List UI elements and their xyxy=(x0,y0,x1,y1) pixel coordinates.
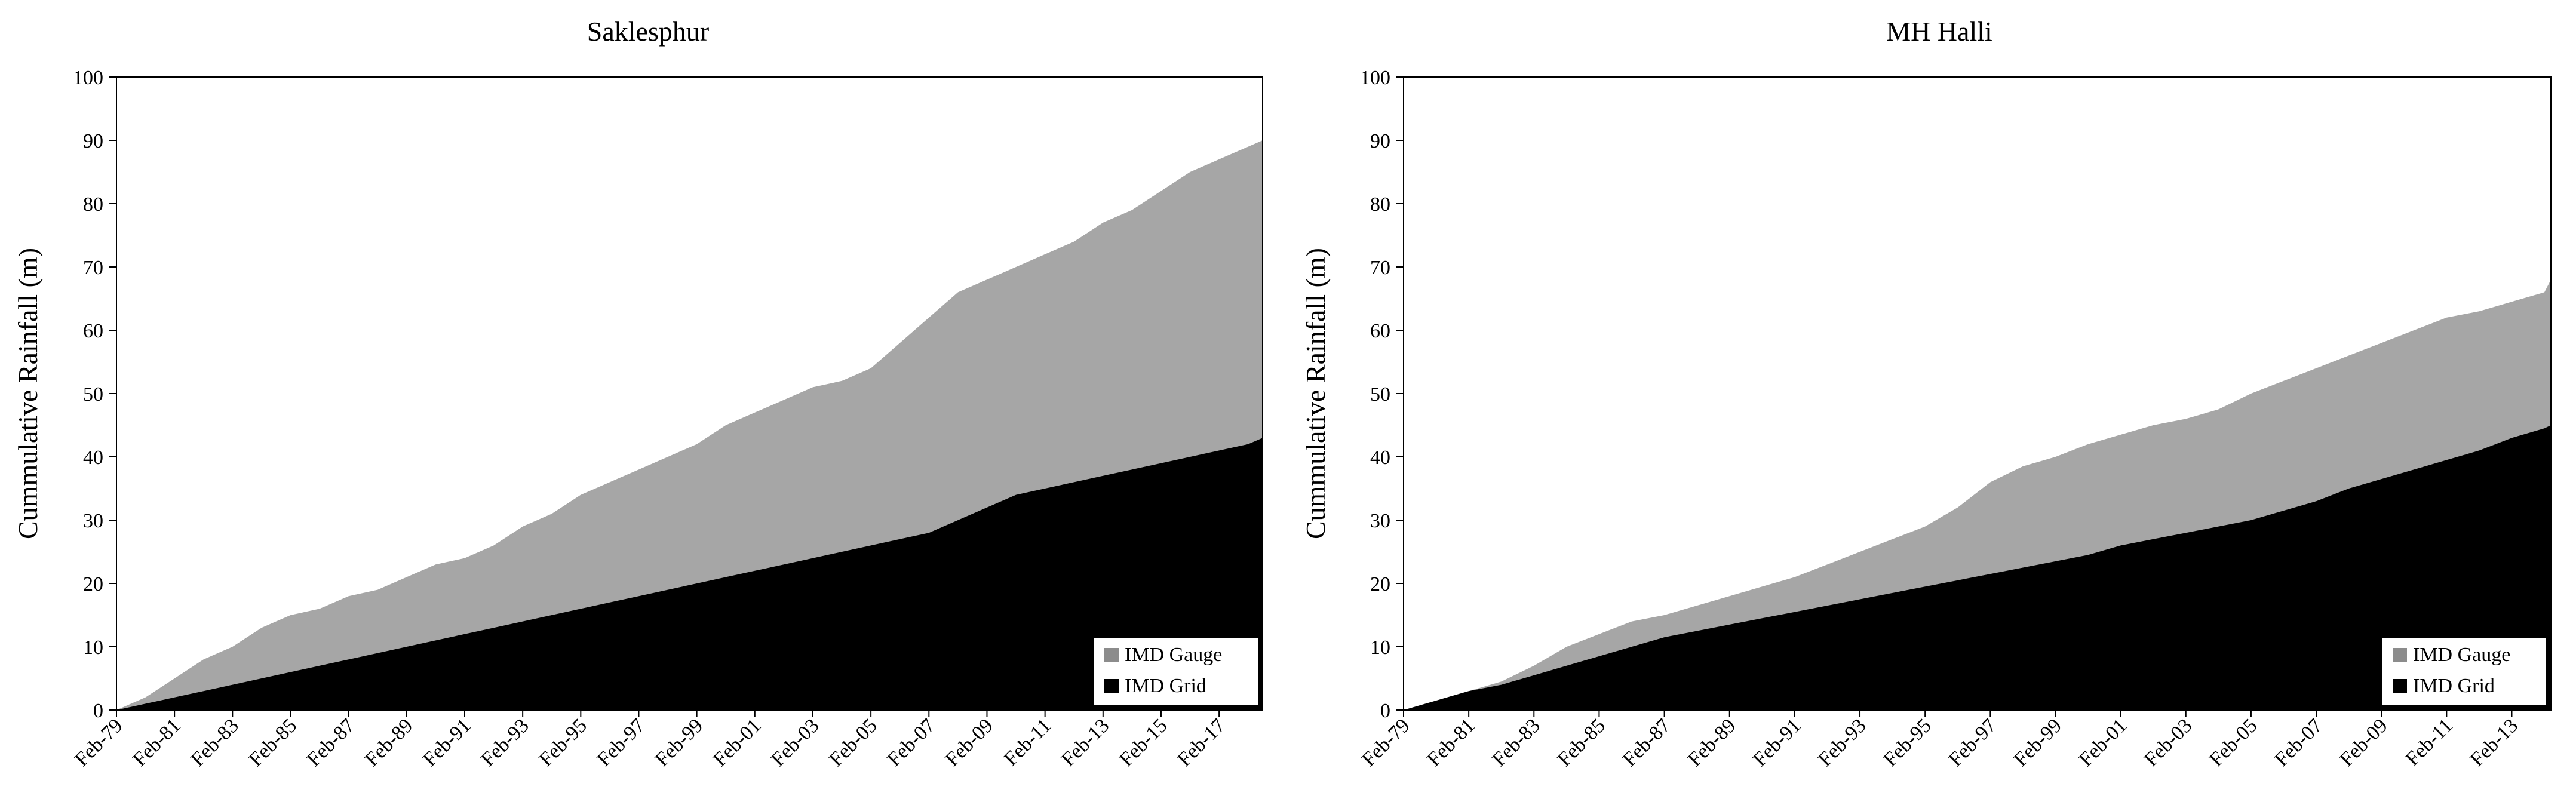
x-tick-label: Feb-89 xyxy=(1684,714,1740,770)
x-tick-label: Feb-79 xyxy=(70,714,127,770)
y-tick-label: 40 xyxy=(1370,447,1390,469)
legend-label: IMD Grid xyxy=(2413,675,2495,697)
x-tick-label: Feb-81 xyxy=(129,714,185,770)
x-tick-label: Feb-87 xyxy=(1619,714,1675,770)
x-tick-label: Feb-05 xyxy=(2205,714,2261,770)
x-tick-label: Feb-09 xyxy=(2336,714,2392,770)
x-tick-label: Feb-93 xyxy=(477,714,533,770)
y-tick-label: 30 xyxy=(83,510,103,532)
y-tick-label: 70 xyxy=(83,257,103,279)
x-tick-label: Feb-03 xyxy=(2140,714,2196,770)
x-tick-label: Feb-87 xyxy=(303,714,359,770)
y-axis-label: Cummulative Rainfall (m) xyxy=(1300,248,1331,539)
x-tick-label: Feb-11 xyxy=(1000,714,1055,770)
x-tick-label: Feb-01 xyxy=(2075,714,2131,770)
chart-title: Saklesphur xyxy=(587,16,709,47)
x-tick-label: Feb-99 xyxy=(2010,714,2066,770)
y-tick-label: 0 xyxy=(93,700,103,722)
x-tick-label: Feb-97 xyxy=(593,714,649,770)
x-tick-label: Feb-91 xyxy=(1749,714,1805,770)
legend-label: IMD Gauge xyxy=(1125,644,1222,666)
y-tick-label: 70 xyxy=(1370,257,1390,279)
y-tick-label: 0 xyxy=(1380,700,1390,722)
legend-label: IMD Grid xyxy=(1125,675,1206,697)
y-tick-label: 10 xyxy=(83,637,103,659)
x-tick-label: Feb-89 xyxy=(361,714,417,770)
y-tick-label: 20 xyxy=(1370,573,1390,595)
x-tick-label: Feb-83 xyxy=(187,714,243,770)
y-tick-label: 20 xyxy=(83,573,103,595)
x-tick-label: Feb-13 xyxy=(1057,714,1113,770)
y-tick-label: 90 xyxy=(1370,130,1390,152)
y-tick-label: 40 xyxy=(83,447,103,469)
legend-label: IMD Gauge xyxy=(2413,644,2510,666)
legend-box xyxy=(1094,638,1258,705)
y-tick-label: 50 xyxy=(1370,383,1390,405)
chart-title: MH Halli xyxy=(1886,16,1992,47)
y-tick-label: 60 xyxy=(83,320,103,342)
x-tick-label: Feb-09 xyxy=(941,714,997,770)
y-tick-label: 100 xyxy=(73,67,103,89)
x-tick-label: Feb-91 xyxy=(419,714,475,770)
x-tick-label: Feb-95 xyxy=(1880,714,1936,770)
legend-swatch-imd-gauge xyxy=(1104,648,1119,662)
x-tick-label: Feb-01 xyxy=(709,714,765,770)
x-tick-label: Feb-99 xyxy=(651,714,707,770)
legend-swatch-imd-grid xyxy=(1104,679,1119,693)
legend: IMD Gauge IMD Grid xyxy=(1094,638,1258,705)
y-tick-label: 90 xyxy=(83,130,103,152)
y-tick-label: 10 xyxy=(1370,637,1390,659)
x-tick-label: Feb-81 xyxy=(1423,714,1479,770)
y-tick-label: 30 xyxy=(1370,510,1390,532)
x-tick-label: Feb-05 xyxy=(825,714,882,770)
x-tick-label: Feb-07 xyxy=(2270,714,2326,770)
legend: IMD Gauge IMD Grid xyxy=(2382,638,2546,705)
y-tick-label: 60 xyxy=(1370,320,1390,342)
x-tick-label: Feb-93 xyxy=(1814,714,1870,770)
x-tick-label: Feb-17 xyxy=(1174,714,1230,770)
x-tick-label: Feb-07 xyxy=(883,714,939,770)
x-tick-label: Feb-03 xyxy=(767,714,823,770)
x-tick-label: Feb-15 xyxy=(1115,714,1171,770)
area-series-imd-grid xyxy=(1404,425,2551,710)
x-tick-label: Feb-13 xyxy=(2466,714,2522,770)
x-tick-label: Feb-85 xyxy=(245,714,301,770)
x-tick-label: Feb-97 xyxy=(1945,714,2001,770)
legend-swatch-imd-grid xyxy=(2393,679,2407,693)
y-tick-label: 80 xyxy=(83,193,103,216)
x-tick-label: Feb-95 xyxy=(535,714,591,770)
x-tick-label: Feb-11 xyxy=(2402,714,2457,770)
legend-swatch-imd-gauge xyxy=(2393,648,2407,662)
y-axis-label: Cummulative Rainfall (m) xyxy=(13,248,43,539)
x-tick-label: Feb-83 xyxy=(1488,714,1545,770)
y-tick-label: 80 xyxy=(1370,193,1390,216)
legend-box xyxy=(2382,638,2546,705)
x-tick-label: Feb-79 xyxy=(1358,714,1414,770)
area-series-imd-grid xyxy=(116,438,1263,710)
x-tick-label: Feb-85 xyxy=(1553,714,1610,770)
y-tick-label: 100 xyxy=(1360,67,1390,89)
y-tick-label: 50 xyxy=(83,383,103,405)
